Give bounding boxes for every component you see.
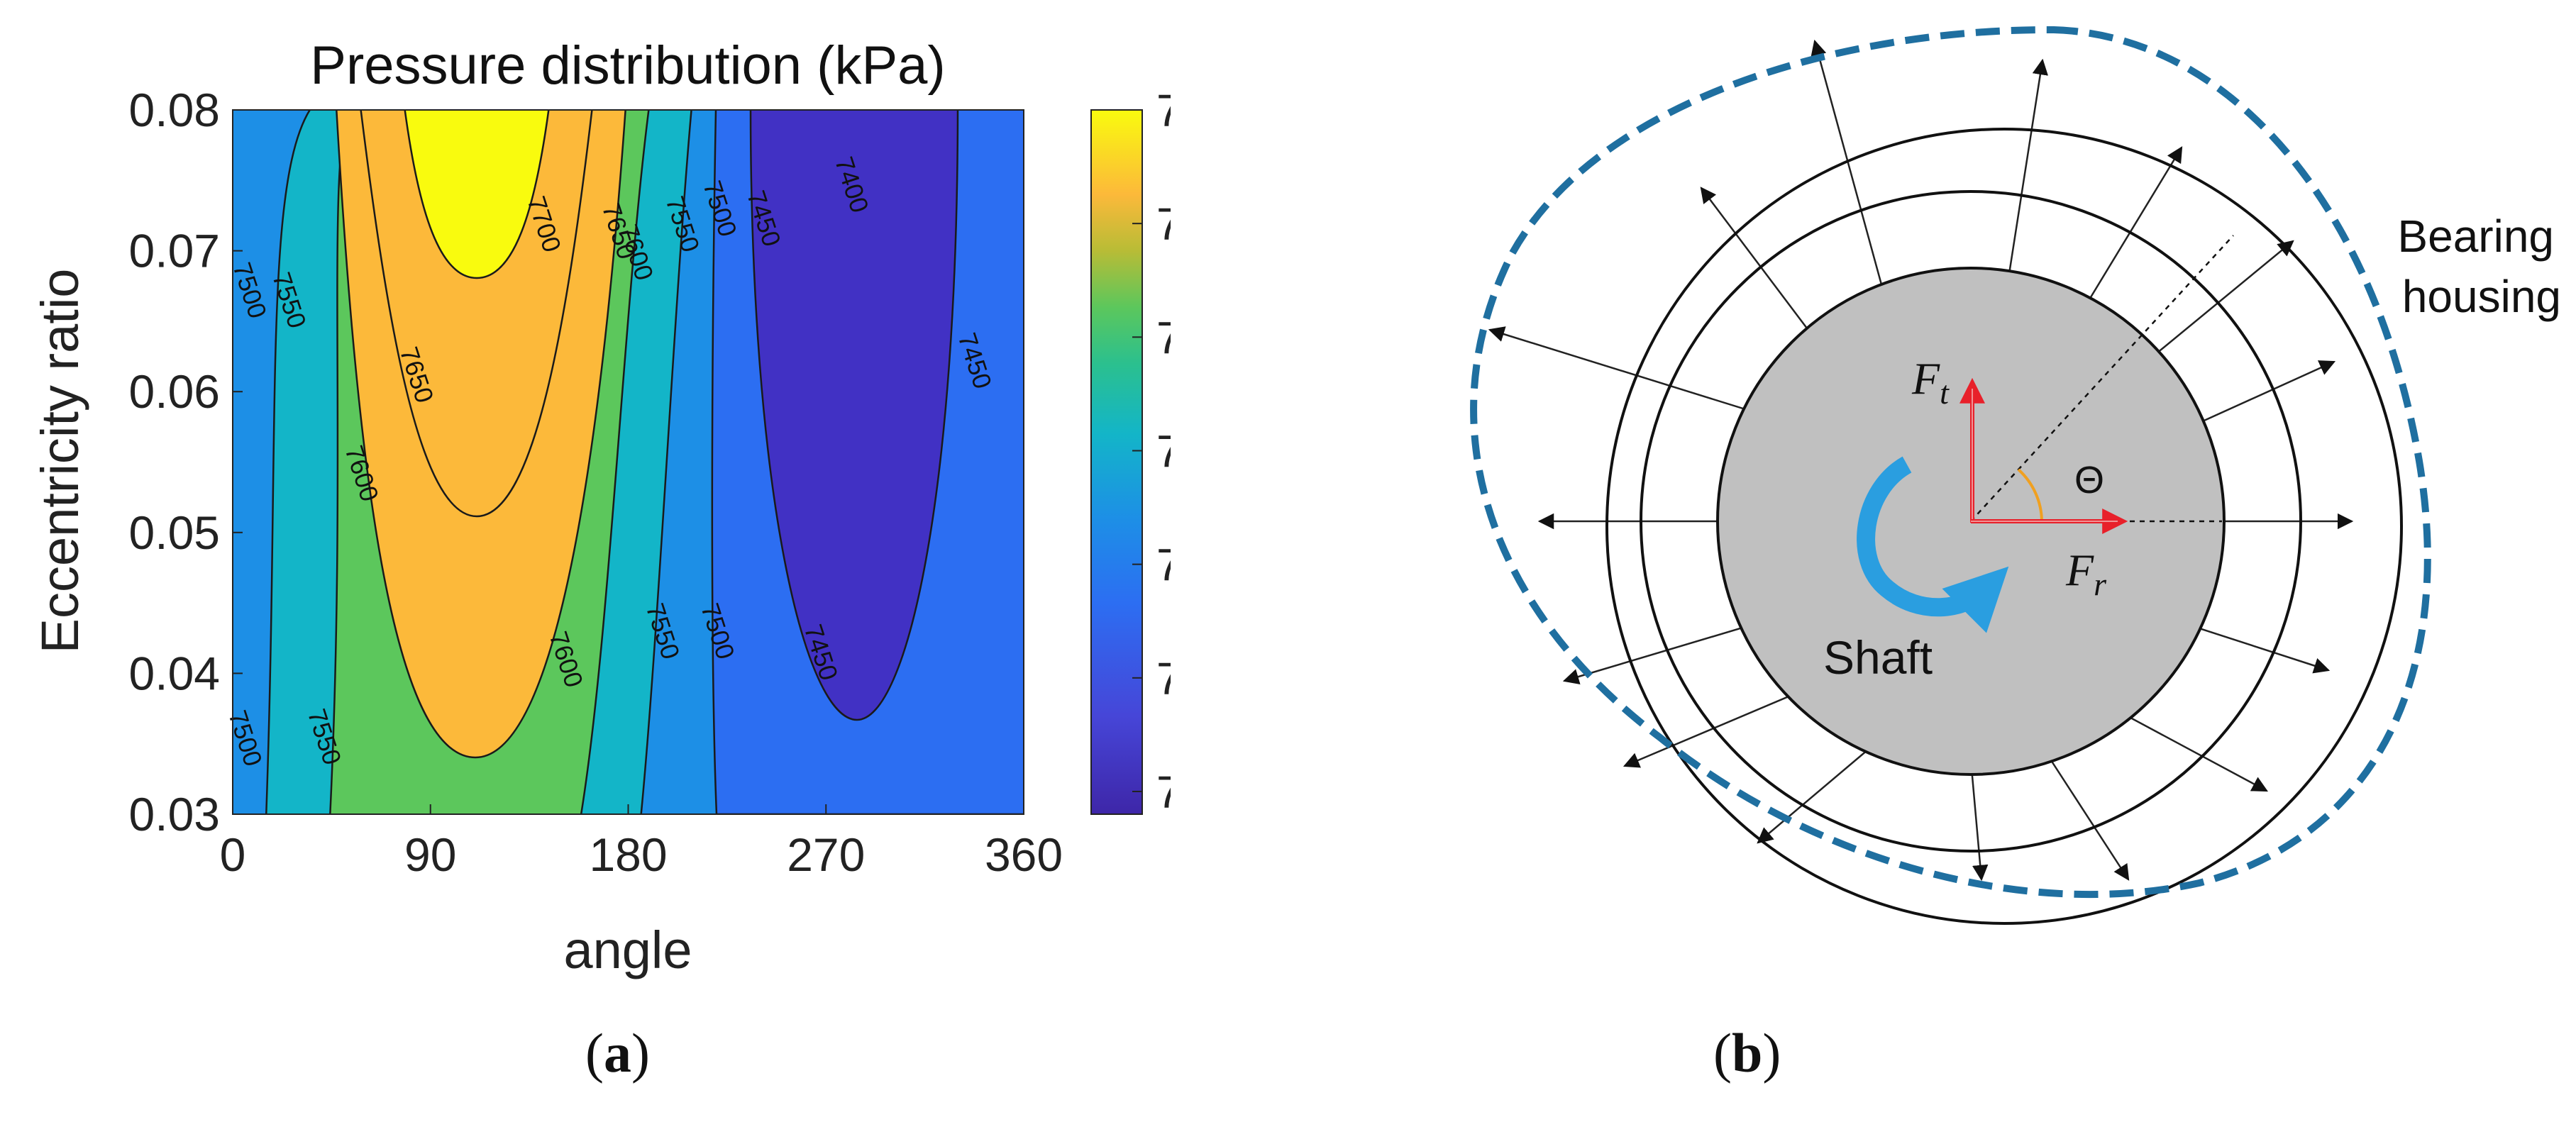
colorbar-tick-label: 7600 xyxy=(1156,312,1171,363)
panel-a-contour-chart: Pressure distribution (kPa) 7700 7650 7600… xyxy=(0,0,1257,1118)
caption-a: (a) xyxy=(585,1022,650,1084)
contour-fill-group xyxy=(233,110,1024,814)
panel-b-bearing-diagram: Θ Ft Fr Shaft Bearing housing (b) xyxy=(1171,0,2576,1118)
bearing-housing-label-line2: housing xyxy=(2402,271,2561,322)
y-tick-label: 0.07 xyxy=(129,225,220,277)
colorbar xyxy=(1090,109,1143,815)
x-axis-label: angle xyxy=(563,921,692,979)
bearing-diagram-svg: Θ Ft Fr Shaft Bearing housing xyxy=(1470,26,2561,925)
contour-region-7400 xyxy=(749,110,959,721)
colorbar-tick-label: 7700 xyxy=(1156,85,1171,136)
rotation-arrow-icon xyxy=(1857,456,2009,633)
pressure-arrow-14 xyxy=(2042,748,2130,881)
y-tick-label: 0.03 xyxy=(129,788,220,840)
theta-angle-arc xyxy=(2017,468,2043,522)
colorbar-tick-label: 7400 xyxy=(1156,767,1171,818)
inner-bearing-circle xyxy=(1640,190,2302,852)
force-t-symbol: F xyxy=(1911,353,1940,404)
y-tick-label: 0.08 xyxy=(129,84,220,136)
x-tick-label: 180 xyxy=(589,828,667,881)
x-tick-label: 90 xyxy=(404,828,456,881)
force-r-subscript: r xyxy=(2094,566,2107,602)
bearing-housing-label-line1: Bearing xyxy=(2397,211,2554,262)
force-r-symbol: F xyxy=(2065,545,2094,595)
colorbar-tick-label: 7550 xyxy=(1156,426,1171,477)
shaft-label: Shaft xyxy=(1823,631,1933,684)
colorbar-tick-label: 7450 xyxy=(1156,653,1171,704)
contour-region-7700 xyxy=(404,110,550,279)
x-tick-label: 360 xyxy=(985,828,1063,881)
caption-b: (b) xyxy=(1713,1022,1781,1084)
force-t-label: Ft xyxy=(1911,353,1950,411)
x-axis-ticks: 0 90 180 270 360 xyxy=(220,804,1063,881)
force-arrows xyxy=(1959,377,2128,534)
pressure-distribution-dashed-curve xyxy=(1470,26,2431,899)
colorbar-tick-label: 7650 xyxy=(1156,199,1171,250)
y-tick-label: 0.05 xyxy=(129,506,220,559)
pressure-arrow-13 xyxy=(1969,760,1989,882)
pressure-arrow-6 xyxy=(1811,39,1896,332)
caption-a-letter: a xyxy=(603,1022,631,1084)
y-tick-label: 0.06 xyxy=(129,365,220,418)
y-tick-label: 0.04 xyxy=(129,647,220,699)
force-r-label: Fr xyxy=(2065,545,2107,602)
caption-b-letter: b xyxy=(1731,1022,1763,1084)
y-axis-label: Eccentricity ratio xyxy=(31,269,89,654)
y-axis-ticks: 0.03 0.04 0.05 0.06 0.07 0.08 xyxy=(129,84,243,840)
x-tick-label: 270 xyxy=(787,828,865,881)
colorbar-tick-label: 7500 xyxy=(1156,540,1171,591)
bearing-housing-circle xyxy=(1605,128,2403,925)
x-tick-label: 0 xyxy=(220,828,246,881)
contour-region-7650-core xyxy=(360,110,593,518)
force-t-subscript: t xyxy=(1940,374,1950,411)
contour-chart-svg: Pressure distribution (kPa) 7700 76507600… xyxy=(31,35,1257,979)
chart-title: Pressure distribution (kPa) xyxy=(310,35,945,96)
theta-label: Θ xyxy=(2074,459,2104,501)
